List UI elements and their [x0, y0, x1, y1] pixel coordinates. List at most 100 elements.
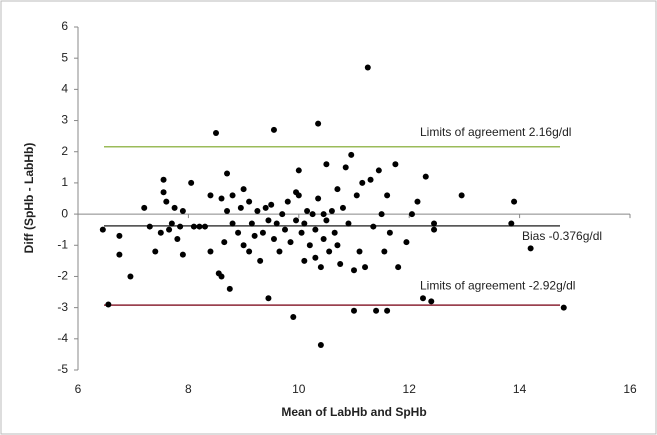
- point: [414, 198, 421, 205]
- point: [384, 307, 391, 314]
- point: [201, 223, 208, 230]
- point: [364, 64, 371, 71]
- point: [160, 176, 167, 183]
- point: [345, 220, 352, 227]
- y-tick-label: -2: [57, 269, 68, 283]
- point: [273, 220, 280, 227]
- point: [246, 198, 253, 205]
- point: [351, 307, 357, 314]
- point: [248, 220, 255, 227]
- point: [265, 295, 272, 302]
- point: [384, 192, 391, 199]
- y-tick-label: -1: [57, 237, 68, 251]
- point: [317, 342, 324, 349]
- point: [177, 223, 184, 230]
- point: [146, 223, 153, 230]
- point: [218, 273, 225, 280]
- point: [304, 207, 311, 214]
- point: [422, 173, 429, 180]
- point: [315, 120, 322, 127]
- point: [315, 195, 322, 202]
- point: [560, 304, 567, 311]
- point: [334, 242, 341, 249]
- point: [295, 192, 302, 199]
- reference-label: Bias -0.376g/dl: [522, 229, 602, 243]
- point: [348, 151, 355, 158]
- point: [309, 211, 316, 218]
- point: [337, 260, 344, 267]
- point: [295, 167, 302, 174]
- point: [218, 195, 225, 202]
- point: [257, 257, 264, 264]
- point: [342, 164, 349, 171]
- point: [116, 251, 123, 258]
- y-tick-label: -5: [57, 362, 68, 376]
- point: [224, 207, 231, 214]
- x-tick-label: 6: [75, 382, 82, 396]
- y-tick-label: 3: [61, 113, 68, 127]
- point: [356, 248, 363, 255]
- point: [320, 236, 327, 243]
- point: [282, 226, 288, 233]
- point: [127, 273, 134, 280]
- point: [386, 229, 393, 236]
- point: [171, 204, 178, 211]
- point: [306, 242, 313, 249]
- point: [331, 229, 338, 236]
- point: [367, 176, 374, 183]
- point: [196, 223, 203, 230]
- point: [207, 192, 214, 199]
- point: [265, 217, 272, 224]
- point: [301, 220, 308, 227]
- point: [527, 245, 534, 252]
- y-tick-label: -3: [57, 300, 68, 314]
- point: [163, 198, 170, 205]
- point: [290, 313, 297, 320]
- point: [254, 207, 261, 214]
- reference-label: Limits of agreement 2.16g/dl: [420, 125, 571, 139]
- point: [511, 198, 518, 205]
- point: [235, 229, 242, 236]
- point: [428, 298, 435, 305]
- point: [287, 239, 294, 246]
- point: [284, 198, 291, 205]
- point: [408, 211, 415, 218]
- point: [317, 264, 324, 271]
- point: [353, 192, 360, 199]
- point: [301, 257, 308, 264]
- point: [240, 186, 247, 193]
- point: [226, 285, 233, 292]
- point: [174, 236, 181, 243]
- point: [392, 161, 399, 168]
- y-axis-title: Diff (SpHb - LabHb): [22, 143, 36, 254]
- point: [276, 248, 283, 255]
- y-tick-label: 2: [61, 144, 68, 158]
- point: [105, 301, 112, 308]
- reference-label: Limits of agreement -2.92g/dl: [420, 278, 575, 292]
- point: [166, 226, 173, 233]
- point: [259, 229, 266, 236]
- point: [270, 236, 277, 243]
- point: [246, 248, 253, 255]
- point: [320, 211, 327, 218]
- point: [351, 267, 357, 274]
- point: [323, 217, 330, 224]
- point: [312, 254, 319, 261]
- point: [99, 226, 106, 233]
- x-tick-label: 8: [185, 382, 192, 396]
- point: [240, 242, 247, 249]
- point: [370, 223, 377, 230]
- point: [378, 211, 385, 218]
- point: [420, 295, 426, 302]
- y-tick-label: 4: [61, 82, 68, 96]
- point: [179, 207, 186, 214]
- point: [152, 248, 159, 255]
- x-tick-label: 16: [623, 382, 637, 396]
- point: [179, 251, 186, 258]
- point: [339, 204, 346, 211]
- point: [375, 167, 382, 174]
- point: [373, 307, 380, 314]
- y-tick-label: 5: [61, 50, 68, 64]
